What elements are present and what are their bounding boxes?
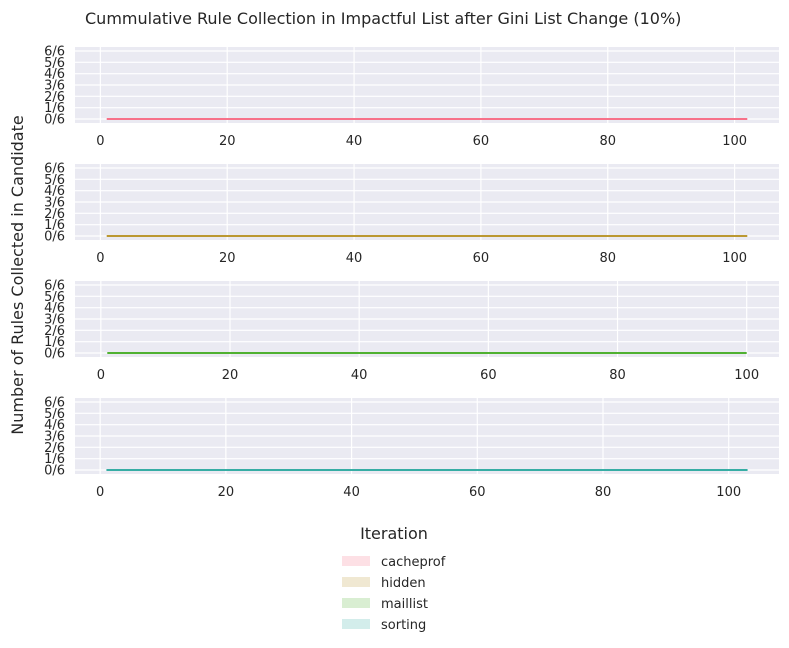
y-tick-label: 0/6 [44, 113, 65, 128]
y-tick-label: 3/6 [44, 313, 65, 328]
y-tick-label: 1/6 [44, 101, 65, 116]
x-tick-label: 0 [96, 134, 104, 149]
x-tick-label: 80 [609, 368, 626, 383]
y-tick-label: 0/6 [44, 347, 65, 362]
x-tick-label: 80 [595, 485, 612, 500]
y-tick-label: 2/6 [44, 207, 65, 222]
legend-swatch [342, 619, 370, 629]
subplot-cacheprof: 0/61/62/63/64/65/66/6 0 20 40 60 80 100 [44, 45, 779, 149]
y-tick-label: 3/6 [44, 196, 65, 211]
y-axis-label: Number of Rules Collected in Candidate [8, 115, 27, 434]
y-tick-label: 6/6 [44, 45, 65, 60]
y-tick-label: 5/6 [44, 56, 65, 71]
chart-title: Cummulative Rule Collection in Impactful… [85, 9, 681, 28]
y-tick-label: 5/6 [44, 173, 65, 188]
subplot-maillist: 0/61/62/63/64/65/66/6 0 20 40 60 80 100 [44, 279, 779, 383]
legend-item-cacheprof: cacheprof [342, 555, 446, 570]
x-tick-label: 100 [716, 485, 741, 500]
x-tick-label: 80 [599, 134, 616, 149]
x-tick-label: 20 [218, 485, 235, 500]
y-tick-label: 3/6 [44, 79, 65, 94]
legend-label: maillist [381, 597, 428, 612]
x-axis-label: Iteration [360, 524, 428, 543]
x-tick-label: 40 [346, 134, 363, 149]
subplot-hidden: 0/61/62/63/64/65/66/6 0 20 40 60 80 100 [44, 162, 779, 266]
x-tick-label: 40 [343, 485, 360, 500]
legend-swatch [342, 556, 370, 566]
y-tick-label: 4/6 [44, 67, 65, 82]
y-tick-label: 5/6 [44, 407, 65, 422]
y-tick-label: 1/6 [44, 335, 65, 350]
x-tick-label: 60 [469, 485, 486, 500]
legend-label: hidden [381, 576, 426, 591]
legend-swatch [342, 577, 370, 587]
legend-swatch [342, 598, 370, 608]
legend-label: sorting [381, 618, 426, 633]
y-tick-label: 1/6 [44, 452, 65, 467]
x-tick-label: 0 [96, 485, 104, 500]
y-tick-label: 2/6 [44, 324, 65, 339]
y-tick-label: 0/6 [44, 230, 65, 245]
y-tick-label: 6/6 [44, 162, 65, 177]
y-tick-label: 2/6 [44, 441, 65, 456]
x-tick-label: 20 [219, 134, 236, 149]
x-tick-label: 20 [222, 368, 239, 383]
x-tick-label: 60 [473, 134, 490, 149]
x-tick-label: 0 [96, 251, 104, 266]
x-tick-label: 60 [473, 251, 490, 266]
y-tick-label: 0/6 [44, 464, 65, 479]
legend: cacheprof hidden maillist sorting [342, 555, 446, 633]
legend-label: cacheprof [381, 555, 446, 570]
subplot-sorting: 0/61/62/63/64/65/66/6 0 20 40 60 80 100 [44, 396, 779, 500]
y-tick-label: 4/6 [44, 301, 65, 316]
y-tick-label: 1/6 [44, 218, 65, 233]
subplots: 0/61/62/63/64/65/66/60 20 40 60 80 1000/61/62… [44, 45, 779, 500]
x-tick-label: 20 [219, 251, 236, 266]
x-tick-label: 40 [346, 251, 363, 266]
legend-item-hidden: hidden [342, 576, 426, 591]
legend-item-sorting: sorting [342, 618, 426, 633]
y-tick-label: 5/6 [44, 290, 65, 305]
y-tick-label: 3/6 [44, 430, 65, 445]
legend-item-maillist: maillist [342, 597, 428, 612]
y-tick-label: 6/6 [44, 396, 65, 411]
y-tick-label: 4/6 [44, 418, 65, 433]
x-tick-label: 0 [97, 368, 105, 383]
y-tick-label: 4/6 [44, 184, 65, 199]
x-tick-label: 100 [722, 251, 747, 266]
x-tick-label: 60 [480, 368, 497, 383]
x-tick-label: 80 [599, 251, 616, 266]
y-tick-label: 6/6 [44, 279, 65, 294]
y-tick-label: 2/6 [44, 90, 65, 105]
x-tick-label: 100 [734, 368, 759, 383]
x-tick-label: 100 [722, 134, 747, 149]
x-tick-label: 40 [351, 368, 368, 383]
